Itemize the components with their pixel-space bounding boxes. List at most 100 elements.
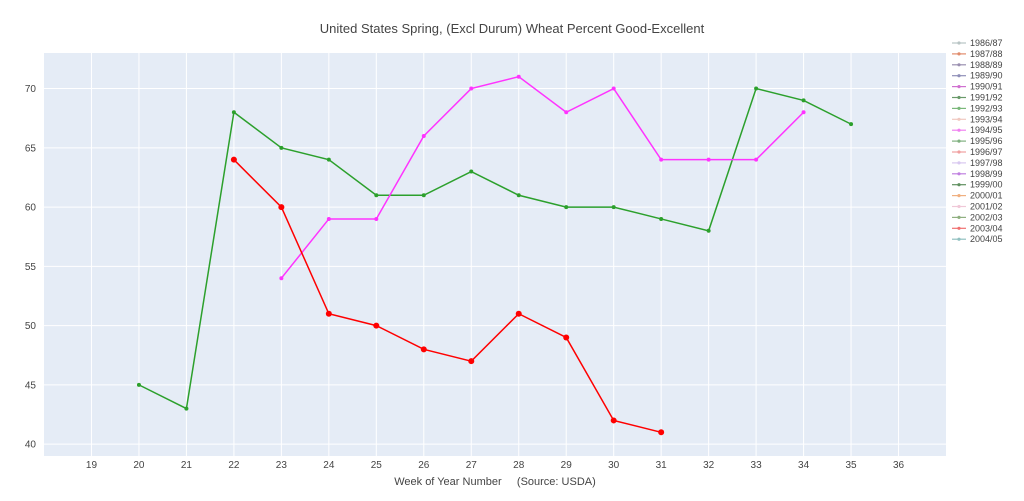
data-point bbox=[326, 216, 331, 221]
legend-marker bbox=[957, 237, 961, 241]
legend-item[interactable]: 1991/92 bbox=[952, 93, 1003, 103]
legend-item[interactable]: 1999/00 bbox=[952, 180, 1003, 190]
legend-item[interactable]: 1997/98 bbox=[952, 158, 1003, 168]
x-tick-label: 22 bbox=[228, 460, 240, 471]
legend-item[interactable]: 1998/99 bbox=[952, 169, 1003, 179]
chart-title: United States Spring, (Excl Durum) Wheat… bbox=[320, 21, 705, 36]
data-point bbox=[706, 157, 711, 162]
data-point bbox=[611, 205, 616, 210]
legend-item[interactable]: 1987/88 bbox=[952, 49, 1003, 59]
x-tick-label: 32 bbox=[703, 460, 715, 471]
legend-label: 1993/94 bbox=[970, 114, 1003, 124]
x-tick-label: 27 bbox=[466, 460, 478, 471]
x-tick-label: 21 bbox=[181, 460, 193, 471]
data-point bbox=[754, 86, 759, 91]
legend-marker bbox=[957, 226, 961, 230]
legend-marker bbox=[957, 172, 961, 176]
x-tick-label: 33 bbox=[751, 460, 763, 471]
legend-item[interactable]: 1986/87 bbox=[952, 38, 1003, 48]
y-tick-label: 70 bbox=[25, 84, 37, 95]
legend-item[interactable]: 2000/01 bbox=[952, 191, 1003, 201]
y-tick-labels: 40 45 50 55 60 65 70 bbox=[25, 84, 37, 451]
x-tick-label: 19 bbox=[86, 460, 98, 471]
legend-marker bbox=[957, 74, 961, 78]
y-tick-label: 60 bbox=[25, 203, 37, 214]
x-tick-label: 28 bbox=[513, 460, 525, 471]
data-point bbox=[516, 193, 521, 198]
legend-marker bbox=[957, 106, 961, 110]
legend-label: 2004/05 bbox=[970, 234, 1003, 244]
series-line-3 bbox=[233, 159, 662, 434]
legend-marker bbox=[957, 95, 961, 100]
legend-item[interactable]: 1995/96 bbox=[952, 136, 1003, 146]
data-point bbox=[469, 86, 474, 91]
data-point bbox=[326, 157, 331, 162]
legend-marker bbox=[957, 161, 961, 165]
legend-label: 2001/02 bbox=[970, 202, 1003, 212]
legend-label: 1999/00 bbox=[970, 180, 1003, 190]
legend-item[interactable]: 1996/97 bbox=[952, 147, 1003, 157]
series-group bbox=[136, 74, 854, 436]
data-point bbox=[468, 358, 475, 365]
legend-marker bbox=[957, 204, 961, 209]
data-point bbox=[564, 110, 569, 115]
y-tick-label: 50 bbox=[25, 321, 37, 332]
x-tick-label: 31 bbox=[656, 460, 668, 471]
legend[interactable]: 1986/871987/881988/891989/901990/911991/… bbox=[952, 38, 1003, 244]
data-point bbox=[373, 322, 380, 329]
legend-label: 1998/99 bbox=[970, 169, 1003, 179]
y-tick-label: 45 bbox=[25, 380, 37, 391]
legend-marker bbox=[957, 117, 961, 121]
y-tick-label: 55 bbox=[25, 262, 37, 273]
legend-item[interactable]: 2001/02 bbox=[952, 202, 1003, 212]
data-point bbox=[469, 169, 474, 174]
legend-label: 1991/92 bbox=[970, 93, 1003, 103]
x-tick-label: 26 bbox=[418, 460, 430, 471]
legend-label: 2000/01 bbox=[970, 191, 1003, 201]
legend-item[interactable]: 2004/05 bbox=[952, 234, 1003, 244]
data-point bbox=[421, 133, 426, 138]
legend-item[interactable]: 1992/93 bbox=[952, 103, 1003, 113]
legend-item[interactable]: 1993/94 bbox=[952, 114, 1003, 124]
data-point bbox=[659, 157, 664, 162]
x-tick-label: 29 bbox=[561, 460, 573, 471]
legend-marker bbox=[957, 85, 961, 89]
data-point bbox=[563, 334, 570, 341]
x-tick-label: 23 bbox=[276, 460, 288, 471]
data-point bbox=[515, 310, 522, 317]
legend-item[interactable]: 1990/91 bbox=[952, 82, 1003, 92]
data-point bbox=[420, 346, 427, 353]
data-point bbox=[184, 406, 189, 411]
x-tick-label: 24 bbox=[323, 460, 335, 471]
legend-marker bbox=[957, 215, 961, 219]
data-point bbox=[374, 193, 379, 198]
legend-item[interactable]: 2002/03 bbox=[952, 212, 1003, 222]
legend-marker bbox=[957, 150, 961, 154]
legend-label: 2002/03 bbox=[970, 212, 1003, 222]
legend-label: 1995/96 bbox=[970, 136, 1003, 146]
legend-item[interactable]: 1988/89 bbox=[952, 60, 1003, 70]
legend-marker bbox=[957, 183, 961, 187]
legend-item[interactable]: 2003/04 bbox=[952, 223, 1003, 233]
data-point bbox=[231, 110, 236, 115]
data-point bbox=[279, 276, 284, 281]
x-tick-label: 20 bbox=[133, 460, 145, 471]
legend-item[interactable]: 1989/90 bbox=[952, 71, 1003, 81]
x-tick-label: 36 bbox=[893, 460, 905, 471]
x-tick-label: 34 bbox=[798, 460, 810, 471]
data-point bbox=[278, 204, 285, 211]
data-point bbox=[325, 310, 332, 317]
legend-label: 1989/90 bbox=[970, 71, 1003, 81]
legend-label: 2003/04 bbox=[970, 223, 1003, 233]
legend-item[interactable]: 1994/95 bbox=[952, 125, 1003, 135]
data-point bbox=[421, 193, 426, 198]
x-tick-labels: 19 20 21 22 23 24 25 26 27 28 29 30 31 32 33 34 35 36 bbox=[86, 460, 905, 471]
legend-label: 1990/91 bbox=[970, 82, 1003, 92]
legend-label: 1988/89 bbox=[970, 60, 1003, 70]
data-point bbox=[279, 145, 284, 150]
y-tick-label: 65 bbox=[25, 143, 37, 154]
data-point bbox=[136, 382, 141, 387]
legend-label: 1996/97 bbox=[970, 147, 1003, 157]
plot-background bbox=[44, 53, 946, 456]
